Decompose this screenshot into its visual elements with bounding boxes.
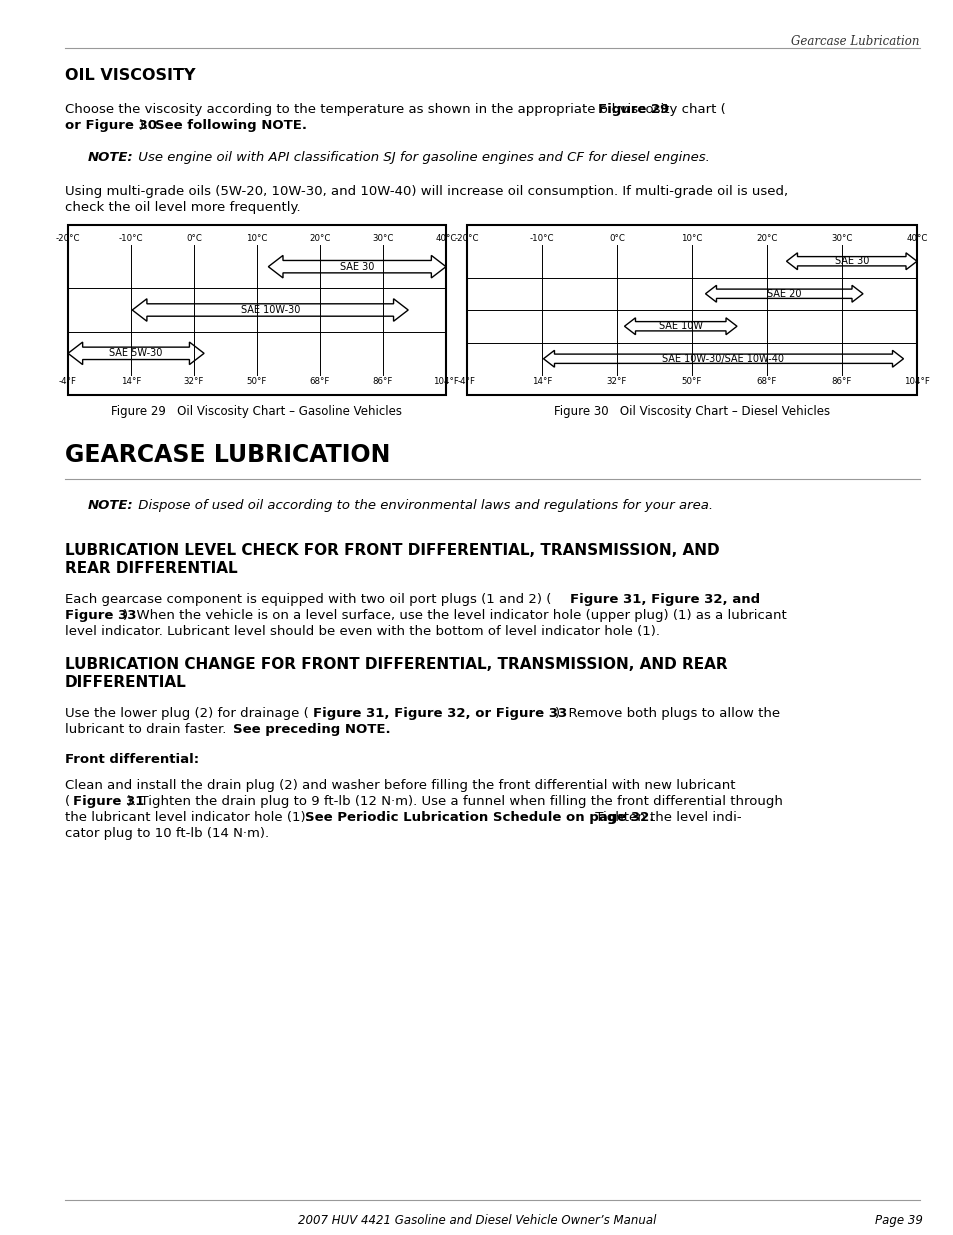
- Text: Each gearcase component is equipped with two oil port plugs (1 and 2) (: Each gearcase component is equipped with…: [65, 593, 551, 606]
- Polygon shape: [268, 256, 446, 278]
- Polygon shape: [785, 253, 916, 269]
- Text: SAE 30: SAE 30: [339, 262, 374, 272]
- Text: level indicator. Lubricant level should be even with the bottom of level indicat: level indicator. Lubricant level should …: [65, 625, 659, 638]
- Text: 2007 HUV 4421 Gasoline and Diesel Vehicle Owner’s Manual: 2007 HUV 4421 Gasoline and Diesel Vehicl…: [297, 1214, 656, 1228]
- Text: Figure 29   Oil Viscosity Chart – Gasoline Vehicles: Figure 29 Oil Viscosity Chart – Gasoline…: [112, 405, 402, 417]
- Bar: [467, 225, 916, 395]
- Text: 68°F: 68°F: [310, 377, 330, 387]
- Text: -10°C: -10°C: [118, 233, 143, 243]
- Text: 32°F: 32°F: [184, 377, 204, 387]
- Text: ). When the vehicle is on a level surface, use the level indicator hole (upper p: ). When the vehicle is on a level surfac…: [123, 609, 786, 622]
- Text: ). Remove both plugs to allow the: ). Remove both plugs to allow the: [555, 706, 780, 720]
- Text: 20°C: 20°C: [756, 233, 777, 243]
- Text: GEARCASE LUBRICATION: GEARCASE LUBRICATION: [65, 443, 390, 467]
- Text: Figure 29: Figure 29: [597, 103, 668, 116]
- Text: See preceding NOTE.: See preceding NOTE.: [233, 722, 390, 736]
- Text: -4°F: -4°F: [457, 377, 476, 387]
- Text: Use engine oil with API classification SJ for gasoline engines and CF for diesel: Use engine oil with API classification S…: [133, 151, 709, 164]
- Text: 20°C: 20°C: [309, 233, 331, 243]
- Text: ). Tighten the drain plug to 9 ft-lb (12 N·m). Use a funnel when filling the fro: ). Tighten the drain plug to 9 ft-lb (12…: [127, 795, 782, 808]
- Text: 50°F: 50°F: [247, 377, 267, 387]
- Text: DIFFERENTIAL: DIFFERENTIAL: [65, 676, 187, 690]
- Text: -20°C: -20°C: [55, 233, 80, 243]
- Polygon shape: [543, 351, 902, 367]
- Text: -4°F: -4°F: [59, 377, 77, 387]
- Polygon shape: [68, 342, 204, 364]
- Text: cator plug to 10 ft-lb (14 N·m).: cator plug to 10 ft-lb (14 N·m).: [65, 827, 269, 840]
- Text: lubricant to drain faster.: lubricant to drain faster.: [65, 722, 234, 736]
- Text: See Periodic Lubrication Schedule on page 32.: See Periodic Lubrication Schedule on pag…: [305, 811, 654, 824]
- Polygon shape: [132, 299, 408, 321]
- Text: 10°C: 10°C: [246, 233, 268, 243]
- Text: Gearcase Lubrication: Gearcase Lubrication: [791, 35, 919, 48]
- Text: NOTE:: NOTE:: [88, 151, 133, 164]
- Text: SAE 10W-30/SAE 10W-40: SAE 10W-30/SAE 10W-40: [661, 353, 783, 364]
- Text: 104°F: 104°F: [433, 377, 458, 387]
- Text: See following NOTE.: See following NOTE.: [154, 119, 307, 132]
- Text: 50°F: 50°F: [681, 377, 701, 387]
- Text: Dispose of used oil according to the environmental laws and regulations for your: Dispose of used oil according to the env…: [133, 499, 713, 513]
- Polygon shape: [705, 285, 862, 303]
- Text: 40°C: 40°C: [435, 233, 456, 243]
- Text: 0°C: 0°C: [608, 233, 624, 243]
- Text: Clean and install the drain plug (2) and washer before filling the front differe: Clean and install the drain plug (2) and…: [65, 779, 735, 792]
- Text: Figure 31, Figure 32, or Figure 33: Figure 31, Figure 32, or Figure 33: [313, 706, 567, 720]
- Text: the lubricant level indicator hole (1).: the lubricant level indicator hole (1).: [65, 811, 318, 824]
- Text: or Figure 30: or Figure 30: [65, 119, 157, 132]
- Text: 0°C: 0°C: [186, 233, 202, 243]
- Text: 30°C: 30°C: [830, 233, 852, 243]
- Text: Use the lower plug (2) for drainage (: Use the lower plug (2) for drainage (: [65, 706, 309, 720]
- Text: Tighten the level indi-: Tighten the level indi-: [590, 811, 740, 824]
- Text: 32°F: 32°F: [606, 377, 626, 387]
- Text: 10°C: 10°C: [680, 233, 702, 243]
- Text: SAE 10W-30: SAE 10W-30: [240, 305, 299, 315]
- Text: 30°C: 30°C: [372, 233, 394, 243]
- Text: Figure 31, Figure 32, and: Figure 31, Figure 32, and: [569, 593, 760, 606]
- Text: Figure 30   Oil Viscosity Chart – Diesel Vehicles: Figure 30 Oil Viscosity Chart – Diesel V…: [554, 405, 829, 417]
- Text: -20°C: -20°C: [455, 233, 478, 243]
- Text: ).: ).: [139, 119, 156, 132]
- Text: 86°F: 86°F: [373, 377, 393, 387]
- Text: SAE 5W-30: SAE 5W-30: [110, 348, 163, 358]
- Text: Choose the viscosity according to the temperature as shown in the appropriate oi: Choose the viscosity according to the te…: [65, 103, 725, 116]
- Text: SAE 10W: SAE 10W: [659, 321, 702, 331]
- Text: 40°C: 40°C: [905, 233, 926, 243]
- Text: check the oil level more frequently.: check the oil level more frequently.: [65, 201, 300, 214]
- Text: Figure 31: Figure 31: [73, 795, 144, 808]
- Text: SAE 30: SAE 30: [834, 256, 868, 267]
- Text: 14°F: 14°F: [121, 377, 141, 387]
- Text: 14°F: 14°F: [531, 377, 552, 387]
- Text: Front differential:: Front differential:: [65, 753, 199, 766]
- Text: (: (: [65, 795, 71, 808]
- Text: OIL VISCOSITY: OIL VISCOSITY: [65, 68, 195, 83]
- Text: LUBRICATION LEVEL CHECK FOR FRONT DIFFERENTIAL, TRANSMISSION, AND: LUBRICATION LEVEL CHECK FOR FRONT DIFFER…: [65, 543, 719, 558]
- Text: SAE 20: SAE 20: [766, 289, 801, 299]
- Text: Using multi-grade oils (5W-20, 10W-30, and 10W-40) will increase oil consumption: Using multi-grade oils (5W-20, 10W-30, a…: [65, 185, 787, 198]
- Text: 68°F: 68°F: [756, 377, 777, 387]
- Text: 104°F: 104°F: [903, 377, 929, 387]
- Text: LUBRICATION CHANGE FOR FRONT DIFFERENTIAL, TRANSMISSION, AND REAR: LUBRICATION CHANGE FOR FRONT DIFFERENTIA…: [65, 657, 727, 672]
- Text: -10°C: -10°C: [529, 233, 554, 243]
- Text: Figure 33: Figure 33: [65, 609, 136, 622]
- Bar: [68, 225, 446, 395]
- Polygon shape: [624, 317, 737, 335]
- Text: NOTE:: NOTE:: [88, 499, 133, 513]
- Text: 86°F: 86°F: [831, 377, 851, 387]
- Text: REAR DIFFERENTIAL: REAR DIFFERENTIAL: [65, 561, 237, 576]
- Text: Page 39: Page 39: [874, 1214, 922, 1228]
